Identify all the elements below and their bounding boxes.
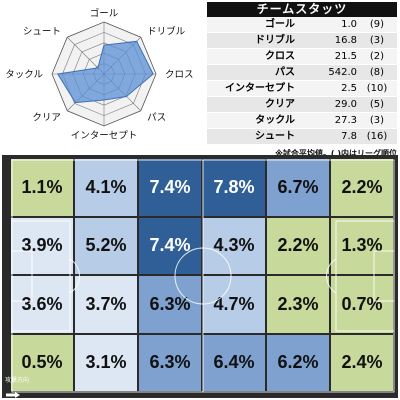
stat-row-goal: ゴール 1.0 (9) [207,17,397,33]
zone-cell: 2.2% [267,217,329,274]
zone-cell: 4.1% [75,159,137,216]
stat-label: シュート [255,131,295,142]
stat-value: 27.3 [334,115,357,126]
zone-cell: 3.7% [75,276,137,333]
zone-cell: 7.4% [139,159,201,216]
stats-note: ※試合平均値。( )内はリーグ順位 [275,149,397,158]
pitch-lines [11,159,395,393]
stat-label: クリア [265,99,295,110]
zone-cell: 1.3% [331,217,393,274]
radar-axis-label: クロス [165,70,194,81]
left-goal-area [11,250,33,302]
center-circle [174,247,232,305]
attack-direction-label: 攻撃方向 [5,377,30,384]
stat-value: 16.8 [334,35,357,46]
zone-cell: 5.2% [75,217,137,274]
radar-axis-label: ゴール [90,8,119,20]
radar-axis-label: インターセプト [71,131,138,142]
zone-cell: 2.4% [331,334,393,391]
stat-rank: (2) [369,51,385,62]
right-penalty-arc [326,258,337,294]
zone-cell: 6.2% [267,334,329,391]
left-penalty-area [11,220,71,332]
radar-axis-label: シュート [23,26,61,37]
stat-label: ドリブル [255,35,295,46]
stat-value: 2.5 [341,83,357,94]
stat-label: タックル [255,115,295,126]
zone-cell: 3.1% [75,334,137,391]
left-penalty-arc [69,258,80,294]
stat-rank: (16) [366,131,388,142]
pitch-zone-map: 1.1% 4.1% 7.4% 7.8% 6.7% 2.2% 3.9% 5.2% 7.4% 4.3%… [2,155,398,398]
zone-cell: 4.3% [203,217,265,274]
right-penalty-area [335,220,395,332]
stat-row-dribble: ドリブル 16.8 (3) [207,33,397,49]
radar-axis-label: クリア [32,113,61,124]
stat-rank: (5) [369,99,385,110]
stat-label: ゴール [265,19,295,30]
zone-cell: 6.3% [139,276,201,333]
stat-rank: (3) [369,115,385,126]
stat-row-pass: パス 542.0 (8) [207,65,397,81]
stat-rank: (8) [369,67,385,78]
stat-row-intercept: インターセプト 2.5 (10) [207,81,397,97]
stat-value: 542.0 [328,67,357,78]
stat-rank: (9) [369,19,385,30]
team-stats-title: チームスタッツ [207,2,397,17]
zone-cell: 3.9% [11,217,73,274]
stat-value: 7.8 [341,131,357,142]
stat-value: 21.5 [334,51,357,62]
zone-cell: 7.4% [139,217,201,274]
zone-cell: 0.5% [11,334,73,391]
stat-label: クロス [265,51,295,62]
stat-row-tackle: タックル 27.3 (3) [207,113,397,129]
attack-direction-arrow-icon [6,392,20,398]
radar-data-area [56,40,154,104]
radar-axis-label: パス [147,113,166,124]
stat-row-shoot: シュート 7.8 (16) [207,129,397,145]
zone-cell: 6.7% [267,159,329,216]
zone-cell: 6.4% [203,334,265,391]
radar-axis-label: タックル [5,70,43,81]
zone-cell: 2.2% [331,159,393,216]
stat-label: パス [275,67,295,78]
zone-cell: 0.7% [331,276,393,333]
zone-cell: 4.7% [203,276,265,333]
zone-cell: 6.3% [139,334,201,391]
stat-row-clear: クリア 29.0 (5) [207,97,397,113]
zone-cell: 2.3% [267,276,329,333]
zone-cell: 7.8% [203,159,265,216]
stat-value: 1.0 [341,19,357,30]
stat-rank: (3) [369,35,385,46]
stat-value: 29.0 [334,99,357,110]
team-stats-table: チームスタッツ ゴール 1.0 (9) ドリブル 16.8 (3) クロス 21… [207,2,397,159]
stats-rows: ゴール 1.0 (9) ドリブル 16.8 (3) クロス 21.5 (2) パ… [207,17,397,145]
zone-grid: 1.1% 4.1% 7.4% 7.8% 6.7% 2.2% 3.9% 5.2% 7.4% 4.3%… [11,159,395,393]
stat-label: インターセプト [225,83,295,94]
zone-cell: 1.1% [11,159,73,216]
stat-rank: (10) [366,83,388,94]
stat-row-cross: クロス 21.5 (2) [207,49,397,65]
right-goal-area [373,250,395,302]
radar-axis-label: ドリブル [147,25,186,37]
